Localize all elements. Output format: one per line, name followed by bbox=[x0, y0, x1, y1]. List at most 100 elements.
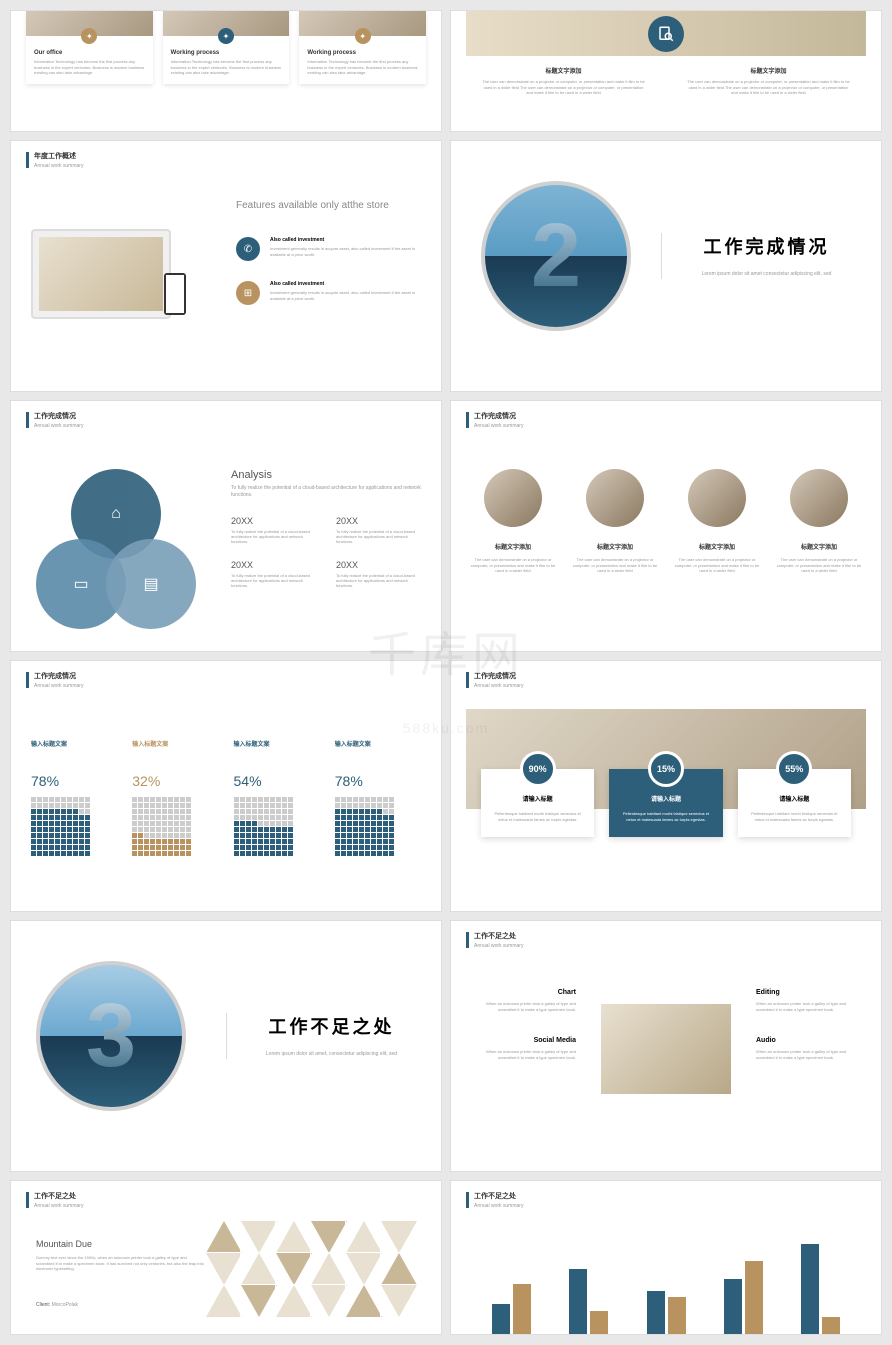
stat-body: Pellentesque habitant morbi tristique se… bbox=[748, 811, 841, 822]
percent-column: 输入标题文案54% bbox=[234, 739, 320, 857]
header-title: 工作不足之处 bbox=[34, 1191, 83, 1201]
dot-matrix bbox=[335, 797, 421, 856]
block-body: The user can demonstrate on a projector … bbox=[481, 79, 646, 96]
card-title: Working process bbox=[307, 50, 418, 56]
header-title: 工作不足之处 bbox=[474, 1191, 523, 1201]
header-sub: Annual work summary bbox=[34, 163, 83, 169]
header-bar bbox=[26, 152, 29, 168]
card-icon: ✦ bbox=[81, 28, 97, 44]
info-card: ✦Working processInformation Technology h… bbox=[299, 11, 426, 84]
percent-title: 输入标题文案 bbox=[234, 739, 320, 748]
stat-percent: 90% bbox=[520, 751, 556, 787]
bar bbox=[724, 1279, 742, 1335]
year-label: 20XX bbox=[336, 516, 421, 526]
header-title: 工作不足之处 bbox=[474, 931, 523, 941]
header-sub: Annual work summary bbox=[474, 423, 523, 429]
analysis-title: Analysis bbox=[231, 469, 421, 481]
bar bbox=[569, 1269, 587, 1335]
year-block: 20XX To fully realize the potential of a … bbox=[336, 516, 421, 545]
card-body: Information Technology has become the fi… bbox=[34, 59, 145, 76]
bar bbox=[647, 1291, 665, 1335]
header-title: 年度工作概述 bbox=[34, 151, 83, 161]
stat-body: Pellentesque habitant morbi tristique se… bbox=[491, 811, 584, 822]
block-title: Editing bbox=[756, 989, 856, 996]
col-body: The user can demonstrate on a projector … bbox=[568, 557, 662, 574]
slide-8-stats: 工作完成情况Annual work summary 90%请输入标题Pellen… bbox=[450, 660, 882, 912]
slide-12-barchart: 工作不足之处 Annual work summary bbox=[450, 1180, 882, 1335]
text-block: 标题文字添加The user can demonstrate on a proj… bbox=[481, 66, 646, 96]
year-label: 20XX bbox=[231, 560, 316, 570]
image-column: 标题文字添加The user can demonstrate on a proj… bbox=[568, 469, 662, 574]
venn-diagram: ⌂ ▭ ▤ bbox=[31, 469, 201, 639]
section-title: 工作不足之处 bbox=[247, 1013, 416, 1039]
header-sub: Annual work summary bbox=[474, 943, 523, 949]
col-body: The user can demonstrate on a projector … bbox=[466, 557, 560, 574]
section-circle: 2 bbox=[481, 181, 631, 331]
stat-percent: 15% bbox=[648, 751, 684, 787]
card-title: Our office bbox=[34, 50, 145, 56]
year-body: To fully realize the potential of a clou… bbox=[336, 573, 421, 589]
devices-mockup bbox=[31, 199, 216, 325]
dot-matrix bbox=[234, 797, 320, 856]
circle-image bbox=[484, 469, 542, 527]
bar bbox=[822, 1317, 840, 1335]
header-title: 工作完成情况 bbox=[34, 411, 83, 421]
block-body: When an unknown printer took a galley of… bbox=[476, 1049, 576, 1060]
slide-header: 年度工作概述 Annual work summary bbox=[11, 141, 441, 169]
circle-image bbox=[688, 469, 746, 527]
text-block: AudioWhen an unknown printer took a gall… bbox=[756, 1037, 856, 1060]
percent-column: 输入标题文案78% bbox=[335, 739, 421, 857]
analysis-sub: To fully realize the potential of a clou… bbox=[231, 485, 421, 498]
year-block: 20XXTo fully realize the potential of a … bbox=[231, 516, 316, 545]
circle-image bbox=[790, 469, 848, 527]
slides-grid: ✦ Our office Information Technology has be… bbox=[0, 10, 892, 1335]
bar-group bbox=[630, 1291, 701, 1335]
header-title: 工作完成情况 bbox=[34, 671, 83, 681]
slide-5-analysis: 工作完成情况Annual work summary ⌂ ▭ ▤ Analysis… bbox=[10, 400, 442, 652]
text-block: Editing When an unknown printer took a ga… bbox=[756, 989, 856, 1012]
section-circle: 3 bbox=[36, 961, 186, 1111]
image-column: 标题文字添加 The user can demonstrate on a proj… bbox=[670, 469, 764, 574]
stat-body: Pellentesque habitant morbi tristique se… bbox=[619, 811, 712, 822]
card-icon: ✦ bbox=[218, 28, 234, 44]
slide-9-section-3: 3 工作不足之处 Lorem ipsum dolor sit amet, con… bbox=[10, 920, 442, 1172]
feature-body: Investment generally results in acquire … bbox=[270, 246, 421, 257]
bar-group bbox=[553, 1269, 624, 1335]
percent-value: 32% bbox=[132, 773, 218, 789]
percent-title: 输入标题文案 bbox=[335, 739, 421, 748]
header-title: 工作完成情况 bbox=[474, 411, 523, 421]
header-sub: Annual work summary bbox=[474, 1203, 523, 1209]
block-body: The user can demonstrate on a projector … bbox=[686, 79, 851, 96]
dot-matrix bbox=[132, 797, 218, 856]
section-number: 3 bbox=[86, 985, 136, 1088]
slide-3: 年度工作概述 Annual work summary Features avail… bbox=[10, 140, 442, 392]
year-body: To fully realize the potential of a clou… bbox=[336, 529, 421, 545]
col-title: 标题文字添加 bbox=[670, 542, 764, 551]
slide-6: 工作完成情况 Annual work summary 标题文字添加 The user… bbox=[450, 400, 882, 652]
stat-percent: 55% bbox=[776, 751, 812, 787]
info-card: ✦Working processInformation Technology h… bbox=[163, 11, 290, 84]
percent-column: 输入标题文案78% bbox=[31, 739, 117, 857]
year-body: To fully realize the potential of a clou… bbox=[231, 529, 316, 545]
bar-group bbox=[708, 1261, 779, 1335]
year-block: 20XXTo fully realize the potential of a … bbox=[336, 560, 421, 589]
feature-row: ✆Also called investmentInvestment genera… bbox=[236, 237, 421, 261]
header-sub: Annual work summary bbox=[34, 683, 83, 689]
block-body: When an unknown printer took a galley of… bbox=[756, 1049, 856, 1060]
bar bbox=[590, 1311, 608, 1335]
block-title: 标题文字添加 bbox=[686, 66, 851, 75]
feature-icon: ⊞ bbox=[236, 281, 260, 305]
image-column: 标题文字添加The user can demonstrate on a proj… bbox=[466, 469, 560, 574]
percent-value: 78% bbox=[31, 773, 117, 789]
col-body: The user can demonstrate on a projector … bbox=[670, 557, 764, 574]
info-card: ✦ Our office Information Technology has be… bbox=[26, 11, 153, 84]
block-body: When an unknown printer took a galley of… bbox=[756, 1001, 856, 1012]
card-body: Information Technology has become the fi… bbox=[307, 59, 418, 76]
stat-title: 请输入标题 bbox=[619, 794, 712, 803]
triangle-pattern bbox=[206, 1221, 426, 1321]
feature-title: Also called investment bbox=[270, 237, 421, 243]
slide-1: ✦ Our office Information Technology has be… bbox=[10, 10, 442, 132]
features-title: Features available only atthe store bbox=[236, 199, 421, 212]
mountain-body: Dummy text ever since the 1500s, when an… bbox=[36, 1255, 206, 1272]
header-title: 工作完成情况 bbox=[474, 671, 523, 681]
